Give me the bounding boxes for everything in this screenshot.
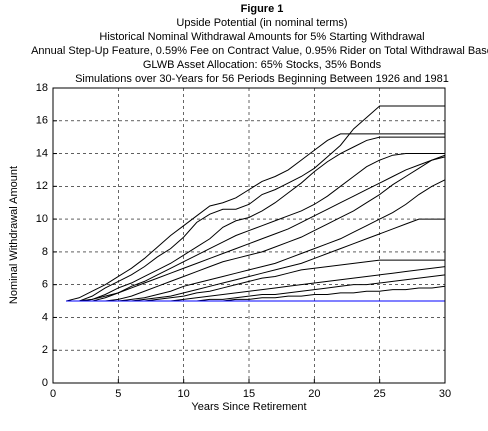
x-tick-label: 5 bbox=[115, 388, 121, 400]
chart-subtitle: Annual Step-Up Feature, 0.59% Fee on Con… bbox=[31, 45, 488, 57]
chart-subtitle: GLWB Asset Allocation: 65% Stocks, 35% B… bbox=[143, 59, 382, 71]
y-tick-label: 12 bbox=[36, 180, 48, 192]
y-tick-label: 8 bbox=[42, 246, 48, 258]
chart-title: Figure 1 bbox=[241, 3, 284, 15]
series-line bbox=[66, 136, 445, 302]
x-tick-label: 10 bbox=[178, 388, 190, 400]
y-tick-label: 6 bbox=[42, 279, 48, 291]
x-tick-label: 30 bbox=[439, 388, 451, 400]
y-tick-label: 0 bbox=[42, 377, 48, 389]
series-line bbox=[66, 153, 445, 302]
chart-subtitle: Historical Nominal Withdrawal Amounts fo… bbox=[99, 31, 424, 43]
y-tick-label: 10 bbox=[36, 213, 48, 225]
x-axis-label: Years Since Retirement bbox=[191, 401, 306, 413]
x-tick-label: 25 bbox=[374, 388, 386, 400]
x-tick-label: 20 bbox=[308, 388, 320, 400]
series-line bbox=[66, 105, 445, 302]
series-line bbox=[66, 154, 446, 302]
chart-subtitle: Simulations over 30-Years for 56 Periods… bbox=[75, 73, 449, 85]
y-tick-label: 14 bbox=[36, 147, 48, 159]
plot-frame bbox=[52, 87, 446, 384]
y-tick-label: 18 bbox=[36, 82, 48, 94]
y-axis-label: Nominal Withdrawal Amount bbox=[8, 166, 20, 304]
x-tick-label: 0 bbox=[50, 388, 56, 400]
y-tick-label: 2 bbox=[42, 344, 48, 356]
series-line bbox=[66, 179, 446, 302]
chart-subtitle: Upside Potential (in nominal terms) bbox=[176, 17, 347, 29]
series-line bbox=[65, 133, 445, 302]
y-tick-label: 16 bbox=[36, 115, 48, 127]
x-tick-label: 15 bbox=[243, 388, 255, 400]
y-tick-label: 4 bbox=[42, 311, 48, 323]
series-line bbox=[66, 156, 446, 302]
